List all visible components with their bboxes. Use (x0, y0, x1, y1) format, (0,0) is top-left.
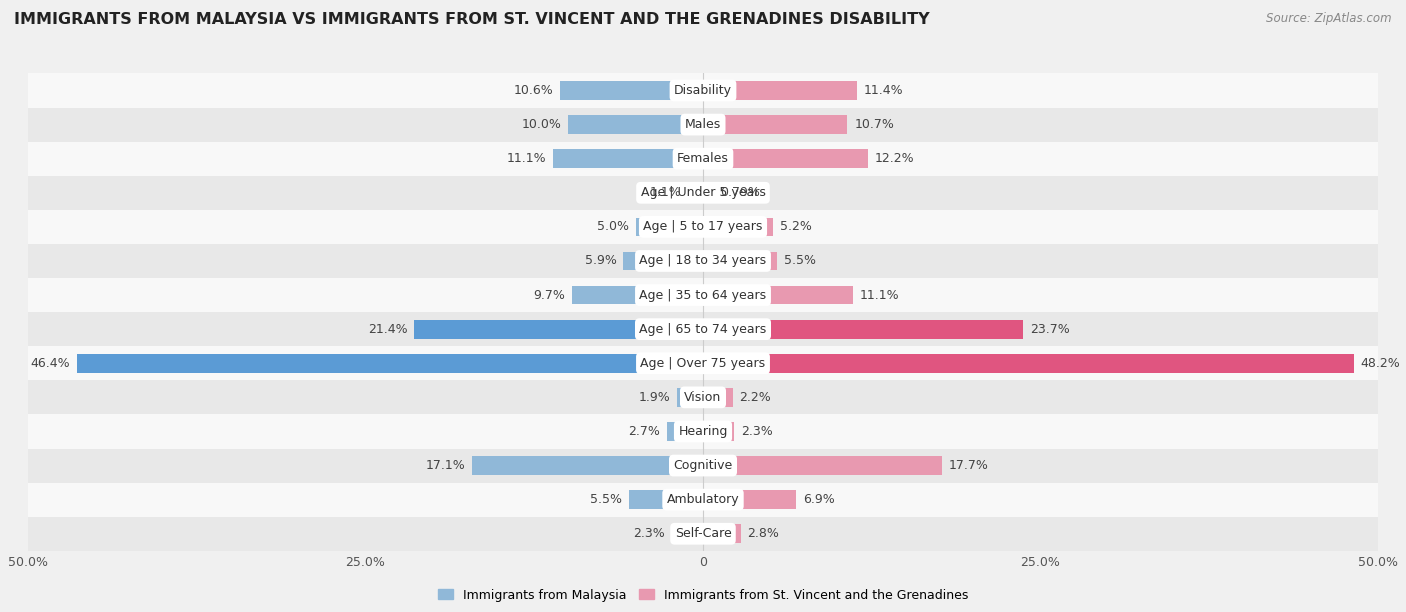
Text: 48.2%: 48.2% (1361, 357, 1400, 370)
Bar (28, 414, 1378, 449)
Text: 6.9%: 6.9% (803, 493, 835, 506)
Bar (636, 217, 703, 236)
Text: 17.1%: 17.1% (426, 459, 465, 472)
Bar (666, 422, 703, 441)
Text: Age | Over 75 years: Age | Over 75 years (641, 357, 765, 370)
Text: Vision: Vision (685, 391, 721, 404)
Bar (77, 354, 703, 373)
Bar (28, 380, 1378, 414)
Bar (672, 524, 703, 543)
Text: Age | 18 to 34 years: Age | 18 to 34 years (640, 255, 766, 267)
Bar (28, 483, 1378, 517)
Bar (703, 217, 773, 236)
Bar (703, 490, 796, 509)
Bar (28, 278, 1378, 312)
Bar (703, 320, 1024, 338)
Text: Hearing: Hearing (678, 425, 728, 438)
Text: 5.0%: 5.0% (596, 220, 628, 233)
Bar (628, 490, 703, 509)
Bar (28, 176, 1378, 210)
Bar (703, 286, 853, 304)
Text: 2.3%: 2.3% (634, 528, 665, 540)
Text: 1.1%: 1.1% (650, 186, 682, 200)
Text: Source: ZipAtlas.com: Source: ZipAtlas.com (1267, 12, 1392, 25)
Text: Age | 65 to 74 years: Age | 65 to 74 years (640, 323, 766, 335)
Bar (703, 422, 734, 441)
Bar (572, 286, 703, 304)
Bar (623, 252, 703, 271)
Bar (415, 320, 703, 338)
Text: 5.5%: 5.5% (591, 493, 621, 506)
Bar (28, 312, 1378, 346)
Bar (703, 252, 778, 271)
Bar (703, 149, 868, 168)
Text: Age | 35 to 64 years: Age | 35 to 64 years (640, 289, 766, 302)
Bar (28, 244, 1378, 278)
Text: 10.0%: 10.0% (522, 118, 561, 131)
Bar (560, 81, 703, 100)
Bar (28, 73, 1378, 108)
Text: Self-Care: Self-Care (675, 528, 731, 540)
Bar (28, 108, 1378, 141)
Text: 10.6%: 10.6% (513, 84, 553, 97)
Text: 10.7%: 10.7% (855, 118, 894, 131)
Text: Age | Under 5 years: Age | Under 5 years (641, 186, 765, 200)
Bar (553, 149, 703, 168)
Legend: Immigrants from Malaysia, Immigrants from St. Vincent and the Grenadines: Immigrants from Malaysia, Immigrants fro… (433, 584, 973, 606)
Bar (28, 346, 1378, 380)
Text: 1.9%: 1.9% (638, 391, 671, 404)
Text: 12.2%: 12.2% (875, 152, 914, 165)
Text: 9.7%: 9.7% (533, 289, 565, 302)
Text: 46.4%: 46.4% (31, 357, 70, 370)
Bar (703, 388, 733, 407)
Bar (703, 456, 942, 475)
Text: 5.5%: 5.5% (785, 255, 815, 267)
Text: Cognitive: Cognitive (673, 459, 733, 472)
Bar (703, 81, 856, 100)
Text: 11.1%: 11.1% (506, 152, 547, 165)
Text: 2.2%: 2.2% (740, 391, 772, 404)
Text: 5.9%: 5.9% (585, 255, 617, 267)
Text: Age | 5 to 17 years: Age | 5 to 17 years (644, 220, 762, 233)
Bar (28, 141, 1378, 176)
Bar (28, 449, 1378, 483)
Bar (28, 517, 1378, 551)
Text: IMMIGRANTS FROM MALAYSIA VS IMMIGRANTS FROM ST. VINCENT AND THE GRENADINES DISAB: IMMIGRANTS FROM MALAYSIA VS IMMIGRANTS F… (14, 12, 929, 28)
Text: 0.79%: 0.79% (720, 186, 761, 200)
Bar (703, 524, 741, 543)
Text: Females: Females (678, 152, 728, 165)
Text: 11.1%: 11.1% (859, 289, 900, 302)
Bar (472, 456, 703, 475)
Text: Ambulatory: Ambulatory (666, 493, 740, 506)
Text: 2.8%: 2.8% (748, 528, 779, 540)
Bar (568, 115, 703, 134)
Text: Disability: Disability (673, 84, 733, 97)
Bar (678, 388, 703, 407)
Bar (703, 115, 848, 134)
Text: 17.7%: 17.7% (949, 459, 988, 472)
Text: Males: Males (685, 118, 721, 131)
Bar (688, 184, 703, 202)
Bar (703, 184, 714, 202)
Text: 21.4%: 21.4% (368, 323, 408, 335)
Text: 5.2%: 5.2% (780, 220, 811, 233)
Text: 11.4%: 11.4% (863, 84, 903, 97)
Text: 2.3%: 2.3% (741, 425, 772, 438)
Text: 23.7%: 23.7% (1029, 323, 1070, 335)
Bar (28, 210, 1378, 244)
Text: 2.7%: 2.7% (628, 425, 659, 438)
Bar (703, 354, 1354, 373)
